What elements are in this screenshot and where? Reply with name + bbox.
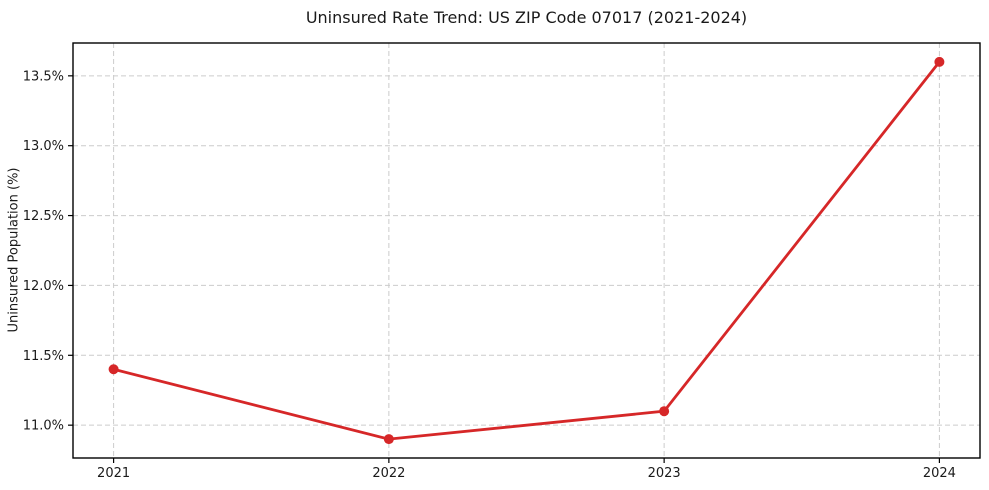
y-tick-label: 13.5% (23, 69, 64, 84)
x-tick-label: 2021 (97, 466, 130, 481)
x-tick-label: 2022 (372, 466, 405, 481)
y-tick-label: 12.0% (23, 279, 64, 294)
y-tick-label: 12.5% (23, 209, 64, 224)
data-point-2024 (934, 56, 945, 67)
plot-border (72, 42, 981, 459)
y-tick-label: 11.5% (23, 349, 64, 364)
trend-line (113, 60, 941, 441)
y-tick-label: 11.0% (23, 419, 64, 434)
x-tick-label: 2024 (923, 466, 956, 481)
y-tick-label: 13.0% (23, 139, 64, 154)
x-tick-label: 2023 (648, 466, 681, 481)
data-point-2021 (108, 364, 119, 375)
chart-title: Uninsured Rate Trend: US ZIP Code 07017 … (305, 8, 748, 27)
data-point-2023 (659, 406, 670, 417)
data-point-2022 (383, 434, 394, 445)
